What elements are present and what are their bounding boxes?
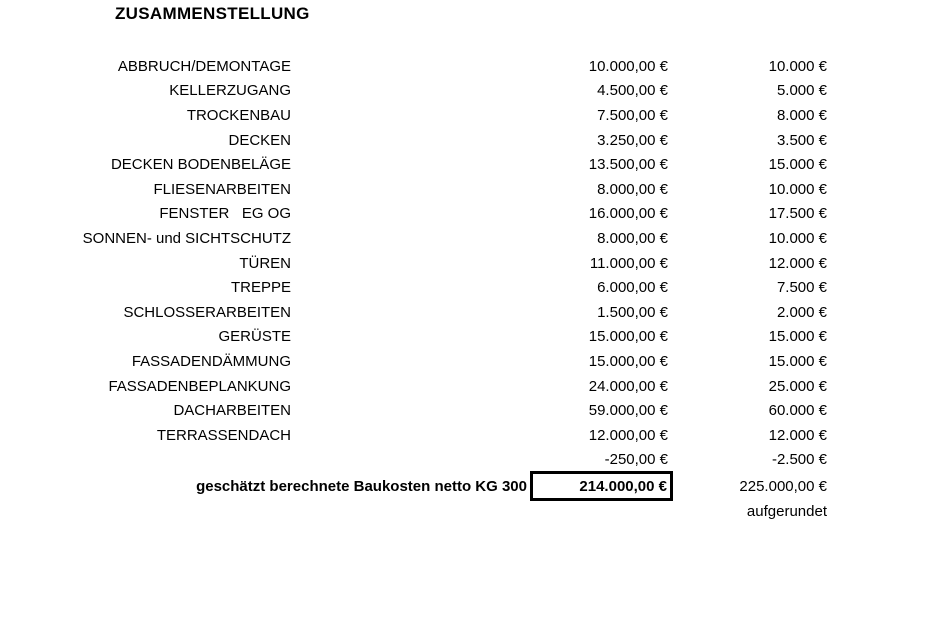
row-exact-amount: 6.000,00 € xyxy=(597,279,668,297)
row-label: SCHLOSSERARBEITEN xyxy=(123,303,291,321)
row-rounded-amount: 10.000 € xyxy=(768,229,827,247)
table-row: ABBRUCH/DEMONTAGE 10.000,00 € 10.000 € xyxy=(0,54,942,79)
row-exact-amount: 4.500,00 € xyxy=(597,82,668,100)
row-label: TÜREN xyxy=(239,254,291,272)
row-rounded-amount: 10.000 € xyxy=(768,57,827,75)
row-label: GERÜSTE xyxy=(218,328,291,346)
row-exact-amount: 24.000,00 € xyxy=(588,377,668,395)
table-row: KELLERZUGANG 4.500,00 € 5.000 € xyxy=(0,79,942,104)
row-exact-amount: 10.000,00 € xyxy=(588,57,668,75)
row-label: FENSTER EG OG xyxy=(159,205,291,223)
row-exact-amount: 12.000,00 € xyxy=(588,426,668,444)
total-rounded-amount: 225.000,00 € xyxy=(739,477,827,495)
row-rounded-amount: 60.000 € xyxy=(768,402,827,420)
table-row: -250,00 € -2.500 € xyxy=(0,448,942,473)
table-row: SONNEN- und SICHTSCHUTZ 8.000,00 € 10.000 … xyxy=(0,226,942,251)
total-row: geschätzt berechnete Baukosten netto KG … xyxy=(0,471,942,501)
row-exact-amount: 15.000,00 € xyxy=(588,352,668,370)
row-exact-amount: 8.000,00 € xyxy=(597,229,668,247)
row-label: TERRASSENDACH xyxy=(156,426,291,444)
total-exact-amount: 214.000,00 € xyxy=(579,477,667,495)
table-row: TERRASSENDACH 12.000,00 € 12.000 € xyxy=(0,423,942,448)
row-label: KELLERZUGANG xyxy=(169,82,291,100)
row-rounded-amount: 10.000 € xyxy=(768,180,827,198)
row-rounded-amount: 7.500 € xyxy=(776,279,827,297)
row-exact-amount: 13.500,00 € xyxy=(588,156,668,174)
table-row: DACHARBEITEN 59.000,00 € 60.000 € xyxy=(0,398,942,423)
row-exact-amount: 3.250,00 € xyxy=(597,131,668,149)
row-label: FASSADENDÄMMUNG xyxy=(131,352,291,370)
table-row: DECKEN 3.250,00 € 3.500 € xyxy=(0,128,942,153)
row-label: SONNEN- und SICHTSCHUTZ xyxy=(82,229,291,247)
table-row: FASSADENDÄMMUNG 15.000,00 € 15.000 € xyxy=(0,349,942,374)
row-label: TREPPE xyxy=(230,279,291,297)
table-row: DECKEN BODENBELÄGE 13.500,00 € 15.000 € xyxy=(0,152,942,177)
row-rounded-amount: 15.000 € xyxy=(768,352,827,370)
row-exact-amount: 8.000,00 € xyxy=(597,180,668,198)
row-exact-amount: 15.000,00 € xyxy=(588,328,668,346)
row-rounded-amount: 3.500 € xyxy=(776,131,827,149)
row-label: FASSADENBEPLANKUNG xyxy=(108,377,291,395)
row-exact-amount: 1.500,00 € xyxy=(597,303,668,321)
row-exact-amount: 16.000,00 € xyxy=(588,205,668,223)
row-exact-amount: 11.000,00 € xyxy=(589,254,668,272)
rounded-note: aufgerundet xyxy=(746,503,827,520)
total-value-box: 214.000,00 € xyxy=(530,471,673,501)
row-label: ABBRUCH/DEMONTAGE xyxy=(117,57,291,75)
table-row: TROCKENBAU 7.500,00 € 8.000 € xyxy=(0,103,942,128)
row-rounded-amount: 2.000 € xyxy=(776,303,827,321)
table-row: GERÜSTE 15.000,00 € 15.000 € xyxy=(0,325,942,350)
row-rounded-amount: 15.000 € xyxy=(768,328,827,346)
table-row: TREPPE 6.000,00 € 7.500 € xyxy=(0,275,942,300)
row-exact-amount: 7.500,00 € xyxy=(597,106,668,124)
row-rounded-amount: -2.500 € xyxy=(771,451,827,469)
table-row: SCHLOSSERARBEITEN 1.500,00 € 2.000 € xyxy=(0,300,942,325)
row-label: FLIESENARBEITEN xyxy=(153,180,291,198)
row-rounded-amount: 12.000 € xyxy=(768,254,827,272)
row-exact-amount: 59.000,00 € xyxy=(588,402,668,420)
row-rounded-amount: 17.500 € xyxy=(768,205,827,223)
row-label: TROCKENBAU xyxy=(186,106,291,124)
row-rounded-amount: 15.000 € xyxy=(768,156,827,174)
cost-table: ABBRUCH/DEMONTAGE 10.000,00 € 10.000 € KELL… xyxy=(0,54,942,472)
row-exact-amount: -250,00 € xyxy=(604,451,668,469)
row-label: DECKEN xyxy=(228,131,291,149)
row-rounded-amount: 25.000 € xyxy=(768,377,827,395)
row-rounded-amount: 12.000 € xyxy=(768,426,827,444)
total-label: geschätzt berechnete Baukosten netto KG … xyxy=(196,477,527,495)
row-rounded-amount: 5.000 € xyxy=(776,82,827,100)
table-row: FLIESENARBEITEN 8.000,00 € 10.000 € xyxy=(0,177,942,202)
page-title: ZUSAMMENSTELLUNG xyxy=(115,4,310,23)
table-row: FASSADENBEPLANKUNG 24.000,00 € 25.000 € xyxy=(0,374,942,399)
row-label: DACHARBEITEN xyxy=(173,402,291,420)
row-rounded-amount: 8.000 € xyxy=(776,106,827,124)
table-row: FENSTER EG OG 16.000,00 € 17.500 € xyxy=(0,202,942,227)
table-row: TÜREN 11.000,00 € 12.000 € xyxy=(0,251,942,276)
row-label: DECKEN BODENBELÄGE xyxy=(110,156,291,174)
